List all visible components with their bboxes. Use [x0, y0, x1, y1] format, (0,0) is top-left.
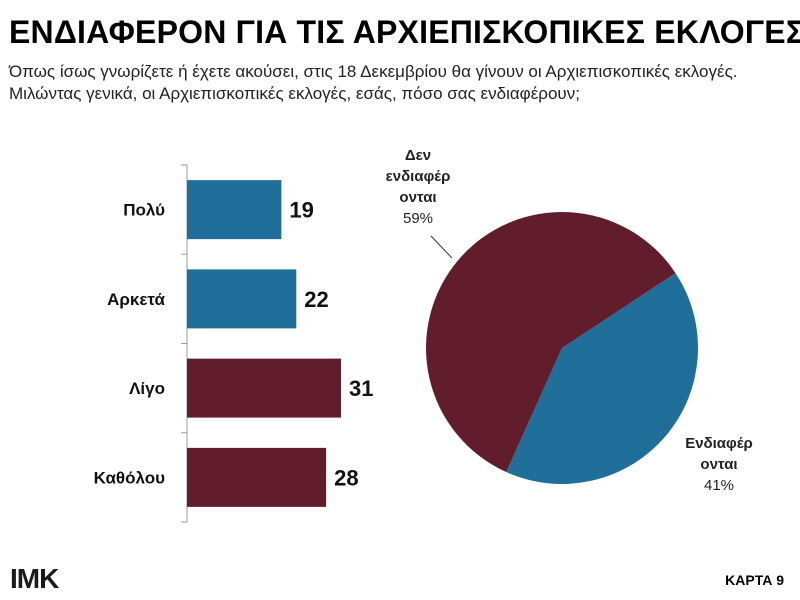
bar-value-label: 22: [304, 287, 328, 312]
bar-category-label: Πολύ: [123, 201, 165, 220]
bar-3: [187, 358, 341, 418]
pie-value-label: 59%: [403, 210, 433, 227]
bar-2: [187, 269, 297, 329]
bar-1: [187, 180, 282, 240]
bar-category-label: Καθόλου: [94, 468, 166, 487]
pie-value-label: 41%: [704, 477, 734, 494]
pie-category-label: ονται: [399, 189, 436, 206]
pie-category-label: ενδιαφέρ: [386, 168, 451, 185]
pie-leader-line: [430, 235, 453, 259]
pie-category-label: Δεν: [405, 147, 431, 164]
pie-category-label: Ενδιαφέρ: [685, 435, 753, 452]
pie-slice-δεν-ενδιαφέρ-ονται: [426, 212, 676, 473]
page-subtitle: Όπως ίσως γνωρίζετε ή έχετε ακούσει, στι…: [9, 62, 738, 103]
pie-slice-ενδιαφέρ-ονται: [506, 273, 699, 485]
bar-4: [187, 447, 327, 507]
bar-value-label: 31: [349, 376, 373, 401]
bar-category-label: Αρκετά: [107, 290, 165, 309]
bar-value-label: 28: [334, 465, 358, 490]
bar-category-label: Λίγο: [129, 379, 165, 398]
page-title: ΕΝΔΙΑΦΕΡΟΝ ΓΙΑ ΤΙΣ ΑΡΧΙΕΠΙΣΚΟΠΙΚΕΣ ΕΚΛΟΓ…: [9, 14, 800, 50]
pie-category-label: ονται: [700, 456, 737, 473]
card-label: ΚΑΡΤΑ 9: [725, 572, 784, 588]
imk-logo: ΙΜΚ: [10, 563, 59, 594]
pie-chart: Ενδιαφέρ ονται 41% Δεν ενδιαφέρ ονται 59%: [386, 147, 753, 494]
bar-chart: Πολύ 19 Αρκετά 22 Λίγο 31 Καθόλου 28: [94, 164, 373, 523]
bar-value-label: 19: [289, 198, 313, 223]
